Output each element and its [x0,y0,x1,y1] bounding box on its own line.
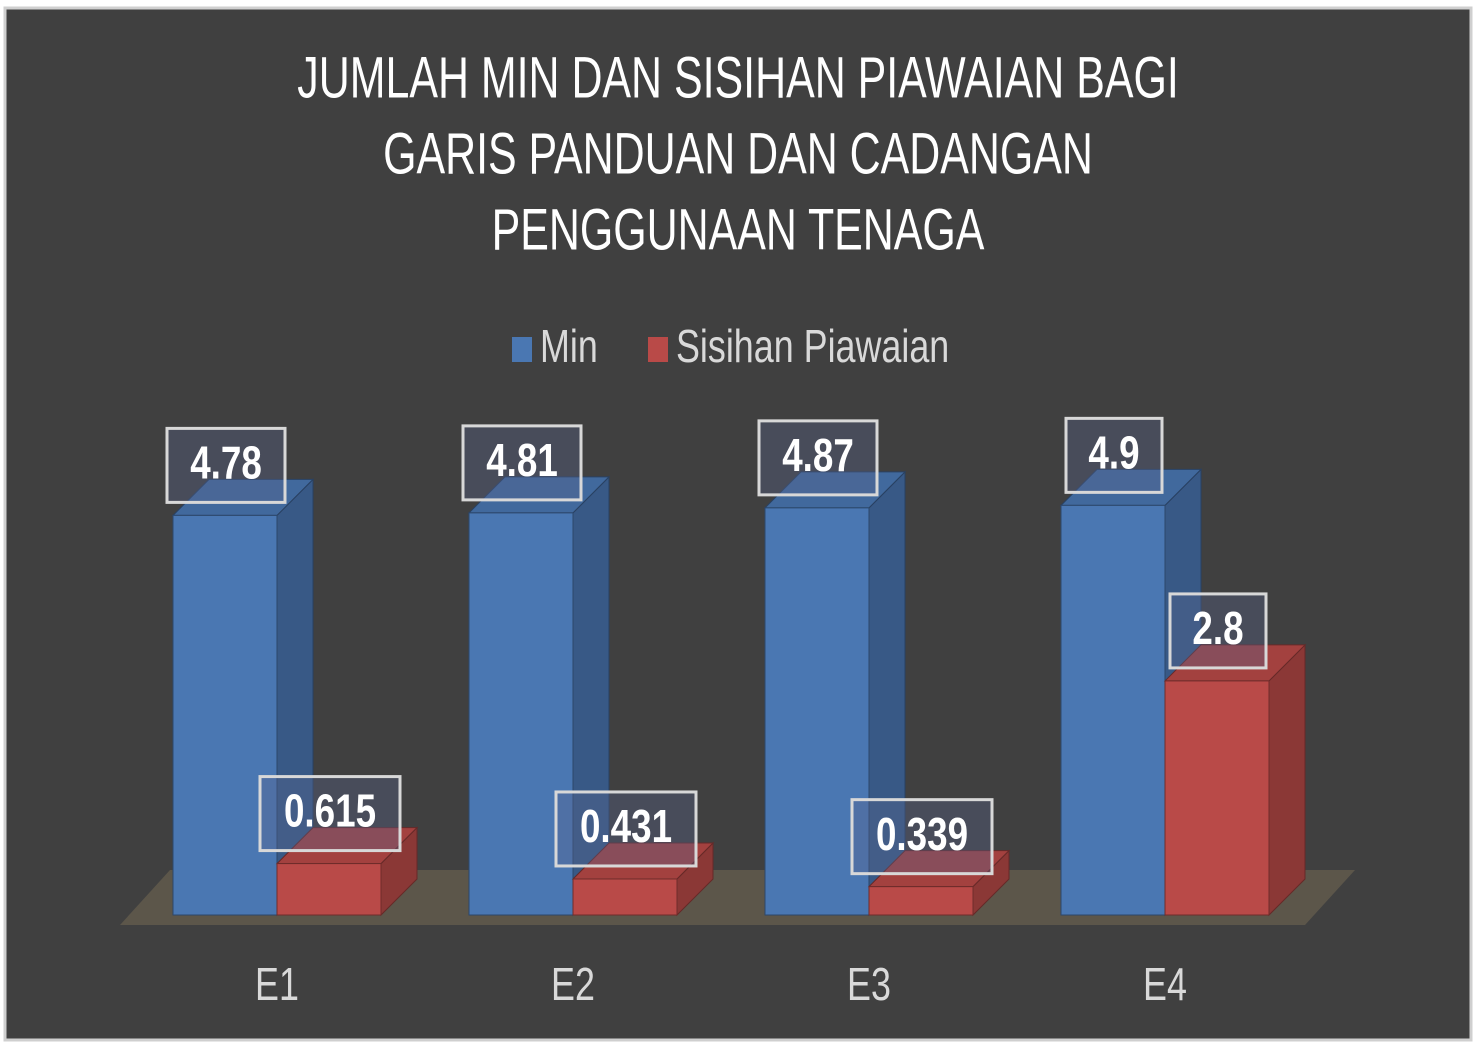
bar [867,849,1011,917]
x-tick-label: E4 [1143,959,1187,1010]
bar-front [276,863,382,916]
data-label-box [1064,416,1164,494]
x-tick-label: E1 [255,959,299,1010]
data-label: 0.615 [284,785,376,837]
data-label: 4.87 [782,429,854,481]
data-label: 4.81 [486,434,558,486]
legend-swatch [648,337,668,362]
bar [571,841,715,917]
bar-side [1268,643,1306,917]
data-label-box [165,426,287,504]
x-tick-label: E3 [847,959,891,1010]
data-label: 0.339 [876,808,968,860]
data-label: 4.9 [1088,427,1139,479]
data-label-box [554,790,698,868]
data-label-box [1168,592,1268,670]
floor [120,870,1355,925]
bar-front [868,886,974,916]
bar [171,478,315,917]
data-label: 0.431 [580,800,672,852]
data-label-box [850,798,994,876]
bar [467,475,611,917]
chart-title: GARIS PANDUAN DAN CADANGAN [383,121,1093,186]
bar-front [1060,504,1166,916]
chart-title: JUMLAH MIN DAN SISIHAN PIAWAIAN BAGI [297,45,1179,110]
bar-front [172,514,278,916]
bar [275,826,419,917]
data-label-box [258,775,402,853]
bar-front [1164,680,1270,916]
x-tick-label: E2 [551,959,595,1010]
bar [1163,643,1307,917]
chart-title: PENGGUNAAN TENAGA [492,197,985,262]
data-label: 2.8 [1192,602,1243,654]
legend-label: Sisihan Piawaian [676,321,949,372]
data-label-box [757,419,879,497]
data-label: 4.78 [190,437,262,489]
legend-label: Min [540,321,598,372]
bar-front [572,878,678,916]
legend-swatch [512,337,532,362]
data-label-box [461,424,583,502]
